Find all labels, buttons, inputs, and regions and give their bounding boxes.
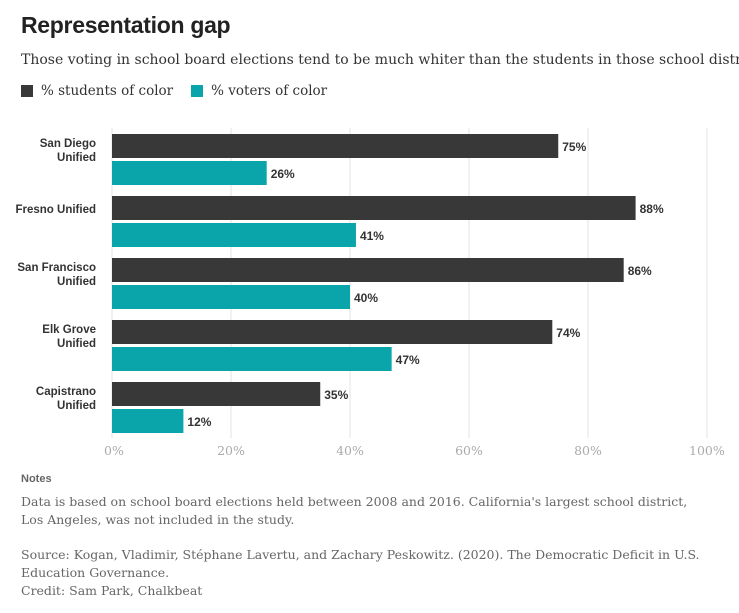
source-text: Source: Kogan, Vladimir, Stéphane Lavert… [21, 547, 700, 580]
bar-voters [112, 161, 267, 185]
notes-text: Data is based on school board elections … [21, 494, 688, 527]
bar-voters [112, 285, 350, 309]
category-label: Unified [57, 276, 96, 288]
category-label: Unified [57, 152, 96, 164]
x-tick-label-0: 0% [104, 443, 124, 458]
legend-item-voters: % voters of color [191, 83, 327, 99]
legend-label-students: % students of color [41, 83, 174, 99]
category-label: Unified [57, 338, 96, 350]
x-tick-label-20: 20% [217, 443, 245, 458]
chart-title: Representation gap [21, 12, 231, 38]
bar-students [112, 258, 624, 282]
x-tick-label-60: 60% [455, 443, 483, 458]
bar-students [112, 196, 636, 220]
chart-subtitle: Those voting in school board elections t… [21, 52, 739, 68]
x-tick-label-80: 80% [574, 443, 602, 458]
bar-voters [112, 409, 184, 433]
notes-heading: Notes [21, 473, 52, 485]
data-label-voters: 40% [354, 291, 378, 305]
credit-text: Credit: Sam Park, Chalkbeat [21, 583, 203, 598]
data-label-students: 35% [324, 388, 348, 402]
legend-item-students: % students of color [21, 83, 173, 99]
category-label: Unified [57, 400, 96, 412]
bar-voters [112, 347, 392, 371]
legend-label-voters: % voters of color [211, 83, 328, 99]
bar-voters [112, 223, 356, 247]
legend: % students of color % voters of color [21, 83, 345, 99]
category-label: Capistrano [36, 386, 96, 398]
data-label-students: 74% [556, 326, 580, 340]
bar-students [112, 134, 559, 158]
category-label: San Francisco [17, 262, 96, 274]
category-label: San Diego [40, 138, 96, 150]
data-label-voters: 26% [271, 167, 295, 181]
x-tick-label-100: 100% [689, 443, 725, 458]
data-label-students: 88% [640, 202, 664, 216]
category-label: Fresno Unified [15, 204, 96, 216]
data-label-voters: 41% [360, 229, 384, 243]
data-label-voters: 12% [187, 415, 211, 429]
bar-students [112, 382, 321, 406]
data-label-students: 86% [628, 264, 652, 278]
legend-swatch-students [21, 85, 33, 97]
bar-chart: 0% 20% 40% 60% 80% 100% San Diego Unified 75% 26%… [15, 128, 725, 458]
legend-swatch-voters [191, 85, 204, 97]
data-label-voters: 47% [396, 353, 420, 367]
x-tick-label-40: 40% [336, 443, 364, 458]
category-label: Elk Grove [42, 324, 96, 336]
data-label-students: 75% [562, 140, 586, 154]
bar-students [112, 320, 553, 344]
